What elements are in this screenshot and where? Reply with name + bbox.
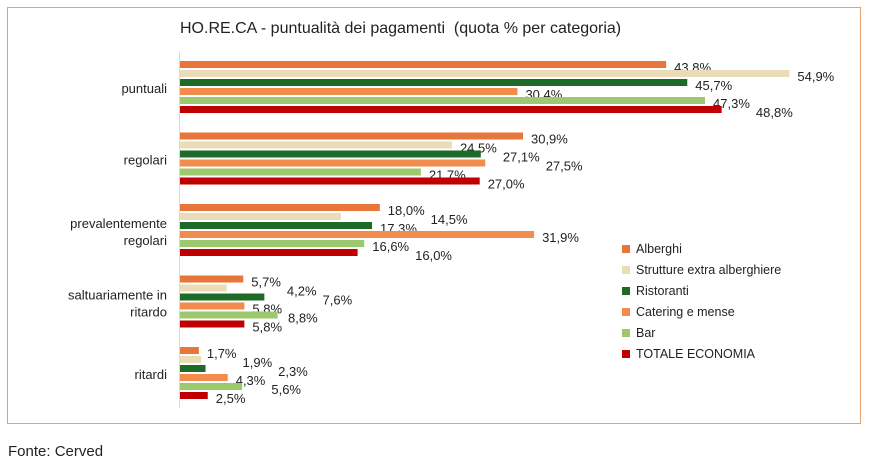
bar	[180, 168, 421, 176]
data-label: 5,8%	[252, 320, 282, 335]
data-label: 2,5%	[216, 391, 246, 406]
bar	[180, 383, 243, 390]
data-label: 47,3%	[713, 96, 750, 111]
category-label: puntuali	[121, 81, 167, 96]
data-label: 16,0%	[415, 248, 452, 263]
bar	[180, 347, 199, 354]
legend-entry: Strutture extra alberghiere	[636, 263, 781, 277]
legend-entry: TOTALE ECONOMIA	[636, 347, 756, 361]
chart-title: HO.RE.CA - puntualità dei pagamenti (quo…	[180, 20, 622, 37]
bar	[180, 231, 535, 238]
bar	[180, 374, 228, 381]
data-label: 27,5%	[546, 159, 583, 174]
category-label: regolari	[124, 153, 167, 168]
bar	[180, 222, 373, 229]
bar	[180, 275, 244, 283]
data-label: 1,7%	[207, 346, 237, 361]
bar	[180, 70, 790, 77]
bar	[180, 141, 452, 149]
legend-swatch	[622, 245, 630, 253]
data-label: 16,6%	[372, 239, 409, 254]
data-label: 27,1%	[503, 150, 540, 165]
data-label: 4,3%	[236, 373, 266, 388]
data-label: 7,6%	[323, 293, 353, 308]
legend-swatch	[622, 350, 630, 358]
data-label: 30,9%	[531, 132, 568, 147]
category-label: prevalentemente regolari	[70, 216, 167, 248]
data-label: 48,8%	[756, 105, 793, 120]
legend-swatch	[622, 287, 630, 295]
legend-entry: Ristoranti	[636, 284, 689, 298]
bar	[180, 240, 365, 247]
data-label: 45,7%	[695, 78, 732, 93]
data-label: 8,8%	[288, 311, 318, 326]
data-label: 54,9%	[797, 69, 834, 84]
bar	[180, 204, 380, 211]
bar	[180, 159, 486, 167]
bar	[180, 61, 667, 68]
source-note: Fonte: Cerved	[8, 443, 104, 460]
category-label: ritardi	[134, 367, 167, 382]
data-label: 18,0%	[388, 203, 425, 218]
bar	[180, 302, 245, 310]
data-label: 31,9%	[542, 230, 579, 245]
data-label: 4,2%	[287, 284, 317, 299]
category-label: saltuariamente in ritardo	[68, 288, 167, 320]
data-label: 14,5%	[431, 212, 468, 227]
bar	[180, 106, 722, 113]
bar	[180, 311, 278, 319]
data-label: 5,6%	[271, 382, 301, 397]
data-label: 5,7%	[251, 275, 281, 290]
bar	[180, 213, 341, 220]
bar	[180, 356, 202, 363]
legend-entry: Bar	[636, 326, 655, 340]
bar	[180, 392, 208, 399]
bar	[180, 293, 265, 301]
data-label: 1,9%	[243, 355, 273, 370]
bar	[180, 132, 523, 140]
chart-frame	[7, 7, 861, 424]
bar	[180, 365, 206, 372]
bar	[180, 79, 688, 86]
bar	[180, 320, 245, 328]
legend-swatch	[622, 266, 630, 274]
data-label: 27,0%	[488, 177, 525, 192]
bar	[180, 88, 518, 95]
legend-entry: Catering e mense	[636, 305, 735, 319]
bar	[180, 97, 706, 104]
bar	[180, 284, 227, 292]
legend-entry: Alberghi	[636, 242, 682, 256]
legend-swatch	[622, 308, 630, 316]
bar	[180, 177, 480, 185]
bar	[180, 249, 358, 256]
bar	[180, 150, 481, 158]
data-label: 2,3%	[278, 364, 308, 379]
legend-swatch	[622, 329, 630, 337]
